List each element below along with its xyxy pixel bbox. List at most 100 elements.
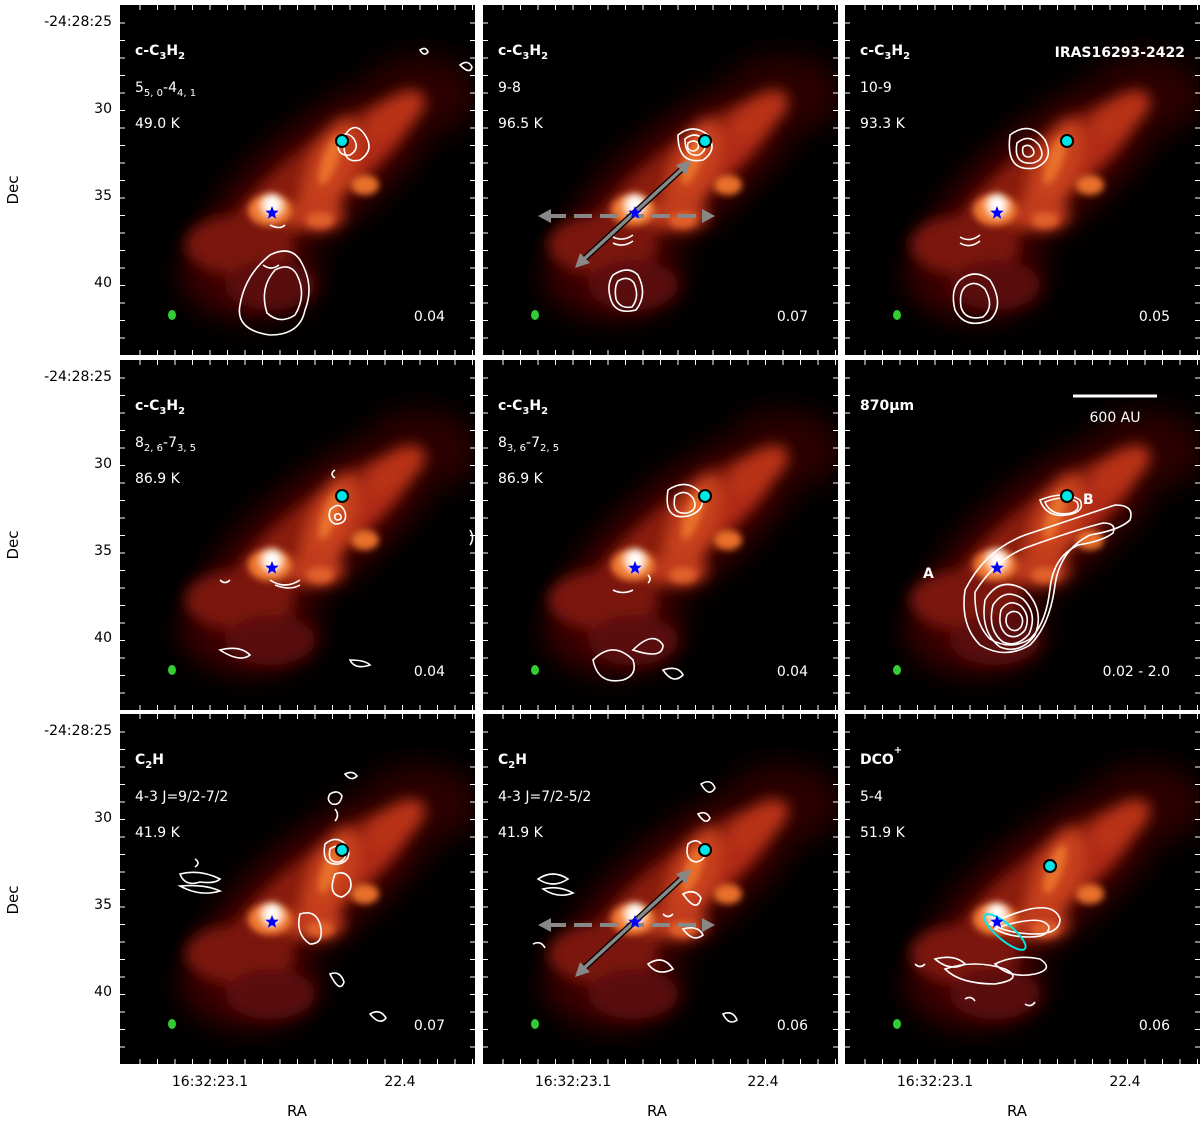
energy-label: 41.9 K	[498, 825, 544, 841]
y-tick-label: 40	[94, 984, 112, 1000]
contour-line	[238, 250, 310, 336]
panel-p4: c-C3H2 82, 6-73, 5 86.9 K 0.04	[120, 360, 475, 710]
contour-line	[331, 872, 352, 898]
molecule-label: C2H	[135, 752, 164, 771]
source-b-label: B	[1083, 492, 1094, 508]
x-axis-labels: RA RA RA	[287, 1102, 1028, 1120]
contour-line	[343, 771, 359, 780]
energy-label: 41.9 K	[135, 825, 181, 841]
contour-line	[631, 637, 664, 655]
y-tick-label: -24:28:25	[44, 369, 112, 385]
molecule-label: c-C3H2	[135, 43, 185, 62]
contour-line	[323, 838, 350, 865]
x-tick-label: 22.4	[747, 1074, 778, 1090]
transition-label: 83, 6-72, 5	[498, 435, 559, 454]
contour-line	[963, 504, 1132, 654]
contour-level-label: 0.06	[777, 1018, 808, 1034]
contour-line	[673, 491, 696, 514]
contour-line	[959, 240, 981, 247]
contour-line	[666, 483, 704, 518]
x-axis-label-col1: RA	[287, 1102, 308, 1120]
y-axis-label-row2: Dec	[4, 530, 22, 559]
contour-line	[334, 808, 339, 822]
beam-ellipse-icon	[531, 310, 539, 320]
contour-line	[536, 873, 570, 885]
x-axis-label-col2: RA	[647, 1102, 668, 1120]
contour-line	[677, 128, 713, 162]
contour-line	[194, 858, 199, 868]
beam-ellipse-icon	[168, 665, 176, 675]
blue-star-icon	[628, 915, 642, 928]
contour-line	[612, 240, 634, 246]
contour-line	[348, 659, 372, 668]
blue-star-icon	[990, 915, 1004, 928]
molecule-label: c-C3H2	[860, 43, 910, 62]
molecule-label: DCO+	[860, 745, 902, 768]
contour-level-label: 0.04	[414, 664, 445, 680]
cyan-dot-icon	[337, 136, 347, 146]
contour-line	[646, 959, 675, 973]
contour-line	[333, 512, 342, 521]
contour-line	[974, 522, 1115, 646]
y-tick-label: 30	[94, 101, 112, 117]
contour-line	[262, 264, 280, 269]
contour-line	[269, 579, 301, 586]
contour-line	[219, 579, 231, 584]
y-tick-label: 40	[94, 275, 112, 291]
cyan-dot-icon	[337, 845, 347, 855]
contour-line	[343, 126, 370, 162]
beam-ellipse-icon	[168, 1019, 176, 1029]
contour-line	[297, 911, 323, 945]
tick-marks	[483, 714, 838, 1064]
panel-p6: 870μm 0.02 - 2.0 600 AU A B	[845, 360, 1200, 710]
contour-line	[608, 269, 644, 313]
contour-level-label: 0.02 - 2.0	[1103, 664, 1170, 680]
x-tick-label: 22.4	[384, 1074, 415, 1090]
cyan-dot-icon	[700, 491, 710, 501]
panel-p9: DCO+ 5-4 51.9 K 0.06	[845, 714, 1200, 1064]
cyan-dot-icon	[337, 491, 347, 501]
contour-line	[218, 647, 252, 659]
contour-level-label: 0.05	[1139, 309, 1170, 325]
contour-line	[661, 667, 684, 680]
energy-label: 86.9 K	[135, 471, 181, 487]
panel-p5: c-C3H2 83, 6-72, 5 86.9 K 0.04	[483, 360, 838, 710]
cyan-dot-icon	[700, 845, 710, 855]
contour-line	[458, 61, 473, 72]
beam-ellipse-icon	[531, 665, 539, 675]
transition-label: 4-3 J=9/2-7/2	[135, 789, 228, 805]
tick-marks	[845, 714, 1200, 1064]
contour-line	[269, 224, 286, 229]
molecule-label: c-C3H2	[498, 43, 548, 62]
y-tick-label: -24:28:25	[44, 723, 112, 739]
contour-line	[983, 583, 1040, 651]
y-tick-label: 40	[94, 630, 112, 646]
molecule-label: c-C3H2	[135, 398, 185, 417]
blue-star-icon	[628, 206, 642, 219]
energy-label: 93.3 K	[860, 116, 906, 132]
contour-line	[328, 972, 345, 988]
y-tick-label: 35	[94, 188, 112, 204]
contour-line	[1015, 137, 1043, 164]
tick-marks	[845, 5, 1200, 355]
contour-line	[662, 913, 674, 918]
y-tick-label: 35	[94, 897, 112, 913]
contour-line	[541, 886, 575, 897]
beam-ellipse-icon	[168, 310, 176, 320]
tick-marks	[120, 714, 475, 1064]
contour-line	[612, 589, 634, 594]
tick-marks	[845, 360, 1200, 710]
beam-ellipse-icon	[893, 1019, 901, 1029]
tick-marks	[120, 5, 475, 355]
disk-ellipse	[983, 913, 1027, 951]
contour-line	[686, 140, 700, 152]
panel-p7: C2H 4-3 J=9/2-7/2 41.9 K 0.07	[120, 714, 475, 1064]
transition-label: 4-3 J=7/2-5/2	[498, 789, 591, 805]
y-tick-label: 30	[94, 456, 112, 472]
contour-line	[177, 884, 223, 894]
contour-line	[959, 234, 981, 241]
energy-label: 51.9 K	[860, 825, 906, 841]
contour-line	[418, 47, 429, 55]
contour-line	[964, 996, 976, 1002]
tick-marks	[120, 360, 475, 710]
